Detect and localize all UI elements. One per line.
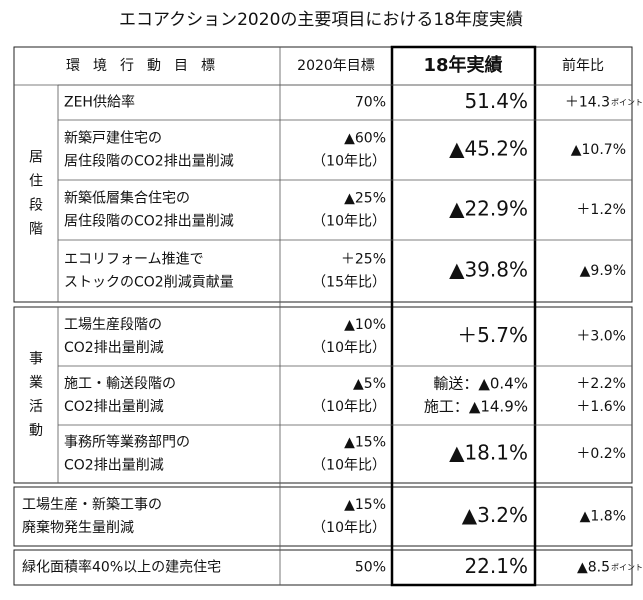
change-value: ＋3.0% bbox=[576, 329, 626, 345]
change-unit: ポイント bbox=[611, 563, 643, 572]
item-label: ZEH供給率 bbox=[64, 94, 135, 111]
column-header: 環境行動目標 bbox=[66, 58, 228, 74]
target-value: （15年比） bbox=[312, 275, 386, 291]
target-value: （10年比） bbox=[312, 458, 386, 474]
target-value: （10年比） bbox=[312, 520, 386, 536]
target-value: ▲5% bbox=[353, 376, 386, 392]
change-value: ＋14.3 bbox=[565, 95, 610, 111]
change-value: ▲8.5 bbox=[577, 560, 610, 576]
target-value: ▲25% bbox=[344, 191, 386, 207]
result-value: ▲18.1% bbox=[449, 441, 528, 465]
target-value: （10年比） bbox=[312, 340, 386, 356]
group-label: 事業活動 bbox=[29, 351, 43, 439]
change-value: ▲10.7% bbox=[571, 142, 626, 158]
block-frame bbox=[13, 46, 633, 303]
target-value: ▲60% bbox=[344, 131, 386, 147]
item-label: CO2排出量削減 bbox=[64, 339, 164, 356]
item-label: CO2排出量削減 bbox=[64, 398, 164, 415]
result-value: ＋5.7% bbox=[457, 323, 528, 347]
result-value: 51.4% bbox=[464, 89, 528, 113]
item-label: 居住段階のCO2排出量削減 bbox=[64, 153, 234, 170]
change-value: ＋1.2% bbox=[576, 202, 626, 218]
group-label: 居住段階 bbox=[29, 150, 43, 238]
change-value: ＋0.2% bbox=[576, 446, 626, 462]
result-value: ▲45.2% bbox=[449, 137, 528, 161]
change-value: ▲9.9% bbox=[580, 263, 626, 279]
highlight-column bbox=[390, 45, 537, 587]
target-value: ▲15% bbox=[344, 497, 386, 513]
result-value: ▲39.8% bbox=[449, 258, 528, 282]
block-frame bbox=[13, 486, 633, 547]
result-value: ▲22.9% bbox=[449, 197, 528, 221]
target-value: 70% bbox=[355, 95, 386, 111]
column-header: 2020年目標 bbox=[297, 58, 375, 74]
result-value: 22.1% bbox=[464, 554, 528, 578]
item-label: 工場生産・新築工事の bbox=[22, 497, 162, 513]
item-label: 工場生産段階の bbox=[64, 317, 162, 333]
item-label: 廃棄物発生量削減 bbox=[22, 519, 134, 536]
target-value: （10年比） bbox=[312, 154, 386, 170]
block-frame bbox=[13, 549, 633, 586]
item-label: 新築戸建住宅の bbox=[64, 131, 162, 147]
item-label: 新築低層集合住宅の bbox=[64, 190, 190, 207]
target-value: ▲10% bbox=[344, 317, 386, 333]
item-label: 事務所等業務部門の bbox=[64, 434, 190, 451]
title: エコアクション2020の主要項目における18年度実績 bbox=[119, 10, 523, 30]
target-value: （10年比） bbox=[312, 399, 386, 415]
result-value: 輸送：▲0.4% bbox=[433, 375, 528, 393]
target-value: （10年比） bbox=[312, 214, 386, 230]
column-header: 18年実績 bbox=[423, 54, 502, 76]
change-value: ▲1.8% bbox=[580, 509, 626, 525]
result-value: ▲3.2% bbox=[462, 503, 528, 527]
item-label: 緑化面積率40%以上の建売住宅 bbox=[22, 559, 221, 576]
block-frame bbox=[13, 306, 633, 484]
item-label: エコリフォーム推進で bbox=[64, 252, 204, 268]
target-value: ▲15% bbox=[344, 435, 386, 451]
item-label: 居住段階のCO2排出量削減 bbox=[64, 213, 234, 230]
item-label: ストックのCO2削減貢献量 bbox=[64, 274, 234, 291]
change-unit: ポイント bbox=[611, 98, 643, 107]
item-label: CO2排出量削減 bbox=[64, 457, 164, 474]
change-value: ＋2.2% bbox=[576, 376, 626, 392]
result-value: 施工：▲14.9% bbox=[424, 398, 528, 416]
item-label: 施工・輸送段階の bbox=[64, 376, 176, 392]
change-value: ＋1.6% bbox=[576, 399, 626, 415]
target-value: 50% bbox=[355, 560, 386, 576]
column-header: 前年比 bbox=[562, 57, 604, 74]
target-value: ＋25% bbox=[341, 252, 386, 268]
